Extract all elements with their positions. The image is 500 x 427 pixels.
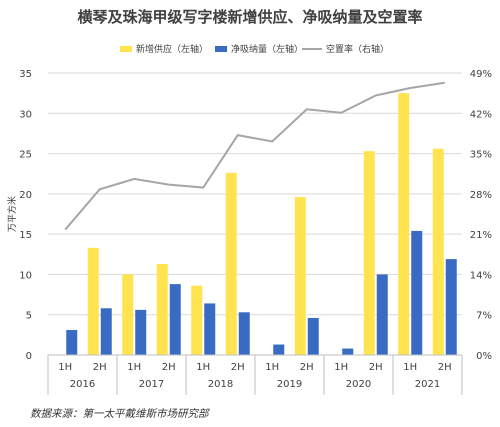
legend-swatch	[215, 46, 227, 52]
x-group-label: 2021	[415, 379, 440, 390]
bar-supply	[191, 285, 203, 355]
bar-absorption	[169, 284, 181, 355]
y-tick-label: 10	[19, 270, 32, 281]
bar-supply	[294, 197, 306, 355]
x-group-label: 2017	[139, 379, 164, 390]
bar-absorption	[411, 230, 423, 355]
x-tick-label: 2H	[300, 362, 314, 373]
y-axis-label: 万平方米	[6, 196, 18, 232]
x-tick-label: 2H	[93, 362, 107, 373]
x-tick-label: 1H	[403, 362, 417, 373]
bar-absorption	[307, 317, 319, 355]
bar-supply	[225, 172, 237, 355]
y-tick-label: 5	[26, 311, 32, 322]
bar-absorption	[66, 330, 78, 355]
x-tick-label: 1H	[265, 362, 279, 373]
y-tick-label: 0	[26, 351, 32, 362]
bar-supply	[156, 263, 168, 355]
x-tick-label: 1H	[196, 362, 210, 373]
x-group-label: 2019	[277, 379, 302, 390]
legend-label: 空置率（右轴）	[326, 43, 389, 55]
y2-tick-label: 14%	[470, 270, 492, 281]
legend-label: 新增供应（左轴）	[136, 43, 208, 55]
bar-absorption	[376, 274, 388, 355]
x-tick-label: 2H	[162, 362, 176, 373]
legend-label: 净吸纳量（左轴）	[231, 43, 303, 55]
y2-tick-label: 35%	[470, 150, 492, 161]
source-note: 数据来源：第一太平戴维斯市场研究部	[30, 408, 209, 420]
x-tick-label: 1H	[58, 362, 72, 373]
bar-supply	[432, 148, 444, 355]
bar-supply	[398, 93, 410, 356]
y2-tick-label: 42%	[470, 109, 492, 120]
bar-absorption	[100, 308, 112, 355]
x-tick-label: 2H	[438, 362, 452, 373]
y2-tick-label: 7%	[476, 311, 492, 322]
y2-tick-label: 28%	[470, 190, 492, 201]
bar-supply	[87, 247, 99, 355]
bar-absorption	[238, 312, 250, 355]
y-tick-label: 35	[19, 69, 32, 80]
y-tick-label: 25	[19, 150, 32, 161]
x-group-label: 2018	[208, 379, 233, 390]
x-tick-label: 2H	[369, 362, 383, 373]
y-tick-label: 15	[19, 230, 32, 241]
y2-tick-label: 0%	[476, 351, 492, 362]
bar-absorption	[135, 309, 147, 355]
x-tick-label: 1H	[127, 362, 141, 373]
y2-tick-label: 49%	[470, 69, 492, 80]
x-tick-label: 1H	[334, 362, 348, 373]
x-group-label: 2016	[70, 379, 95, 390]
chart-title: 横琴及珠海甲级写字楼新增供应、净吸纳量及空置率	[77, 8, 423, 26]
bar-absorption	[445, 259, 457, 355]
y2-tick-label: 21%	[470, 230, 492, 241]
bar-absorption	[342, 348, 354, 355]
y-tick-label: 30	[19, 109, 32, 120]
bar-absorption	[204, 303, 216, 355]
bar-absorption	[273, 344, 285, 355]
legend-swatch	[120, 46, 132, 52]
vacancy-line	[64, 81, 445, 231]
bar-supply	[122, 274, 134, 355]
bar-supply	[363, 151, 375, 355]
x-tick-label: 2H	[231, 362, 245, 373]
x-group-label: 2020	[346, 379, 371, 390]
y-tick-label: 20	[19, 190, 32, 201]
